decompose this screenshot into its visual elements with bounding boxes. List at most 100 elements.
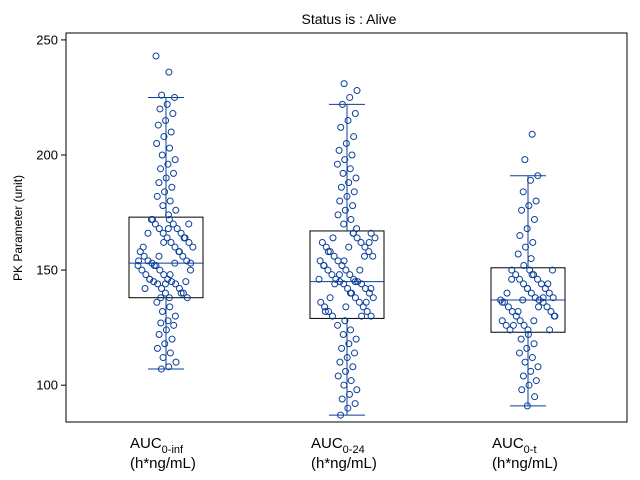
data-point xyxy=(518,206,526,214)
data-point xyxy=(527,176,534,184)
data-point xyxy=(336,197,344,205)
category-unit-label: (h*ng/mL) xyxy=(492,455,558,472)
data-point xyxy=(543,303,551,311)
data-point xyxy=(155,331,163,339)
data-point xyxy=(160,133,168,141)
data-point xyxy=(185,220,193,228)
data-point xyxy=(337,183,345,191)
data-point xyxy=(549,266,556,274)
data-point xyxy=(168,278,176,286)
data-point xyxy=(183,294,191,302)
data-point xyxy=(343,354,351,362)
data-point xyxy=(509,321,517,329)
data-point xyxy=(342,139,350,147)
data-point xyxy=(169,220,177,228)
data-point xyxy=(324,248,332,256)
data-point xyxy=(334,372,342,380)
data-point xyxy=(351,400,359,408)
data-point xyxy=(504,303,512,311)
data-point xyxy=(347,215,355,223)
data-point xyxy=(341,317,349,325)
data-point xyxy=(322,243,330,251)
data-point xyxy=(539,294,547,302)
data-point xyxy=(346,165,354,173)
data-point xyxy=(175,248,183,256)
data-point xyxy=(367,312,375,320)
data-point xyxy=(534,363,542,371)
data-point xyxy=(321,308,329,316)
data-point xyxy=(365,238,373,246)
data-point xyxy=(353,87,361,95)
plot-area-frame xyxy=(65,32,628,423)
data-point xyxy=(151,220,159,228)
data-point xyxy=(144,257,152,265)
data-point xyxy=(158,91,166,99)
data-point xyxy=(157,165,165,173)
data-point xyxy=(157,294,165,302)
points-1 xyxy=(134,52,197,373)
data-point xyxy=(161,340,169,348)
data-point xyxy=(339,169,347,177)
chart-title: Status is : Alive xyxy=(302,11,397,27)
data-point xyxy=(166,349,174,357)
data-point xyxy=(546,326,554,334)
y-axis: 100 150 200 250 xyxy=(36,32,66,393)
data-point xyxy=(172,280,180,288)
data-point xyxy=(512,312,520,320)
data-point xyxy=(153,298,161,306)
data-point xyxy=(154,280,162,288)
data-point xyxy=(524,331,532,339)
data-point xyxy=(551,312,559,320)
data-point xyxy=(361,284,369,292)
data-point xyxy=(165,363,173,371)
data-point xyxy=(520,261,528,269)
data-point xyxy=(330,252,338,260)
y-tick-label: 200 xyxy=(36,147,58,162)
box-iqr xyxy=(128,216,204,299)
data-point xyxy=(351,349,358,357)
x-axis-labels: AUC0-inf(h*ng/mL)AUC0-24(h*ng/mL)AUC0-t(… xyxy=(130,435,558,472)
data-point xyxy=(159,202,167,210)
data-point xyxy=(342,266,350,274)
data-point xyxy=(347,326,355,334)
data-point xyxy=(342,367,350,375)
data-point xyxy=(165,68,173,76)
data-point xyxy=(326,294,334,302)
data-point xyxy=(339,331,347,339)
data-point xyxy=(318,238,326,246)
data-point xyxy=(350,133,358,141)
data-point xyxy=(175,284,183,292)
data-point xyxy=(357,238,365,246)
data-point xyxy=(369,294,377,302)
data-point xyxy=(344,116,352,124)
data-point xyxy=(162,326,170,334)
data-point xyxy=(350,188,358,196)
data-point xyxy=(189,243,197,251)
category-unit-label: (h*ng/mL) xyxy=(130,455,196,472)
data-point xyxy=(164,317,172,325)
data-point xyxy=(187,266,194,274)
point-group xyxy=(134,52,559,419)
data-point xyxy=(522,243,529,251)
data-point xyxy=(154,121,162,129)
data-point xyxy=(152,261,160,269)
data-point xyxy=(347,377,355,385)
data-point xyxy=(523,344,531,352)
data-point xyxy=(170,169,177,177)
data-point xyxy=(517,335,525,343)
data-point xyxy=(352,174,360,182)
data-point xyxy=(161,188,169,196)
data-point xyxy=(365,248,373,256)
data-point xyxy=(325,308,333,316)
data-point xyxy=(534,275,542,283)
data-point xyxy=(349,202,357,210)
data-point xyxy=(541,284,549,292)
data-point xyxy=(146,275,154,283)
data-point xyxy=(335,271,343,279)
data-point xyxy=(351,294,359,302)
data-point xyxy=(187,259,195,267)
data-point xyxy=(508,308,516,316)
data-point xyxy=(166,303,174,311)
data-point xyxy=(159,229,167,237)
data-point xyxy=(537,280,545,288)
